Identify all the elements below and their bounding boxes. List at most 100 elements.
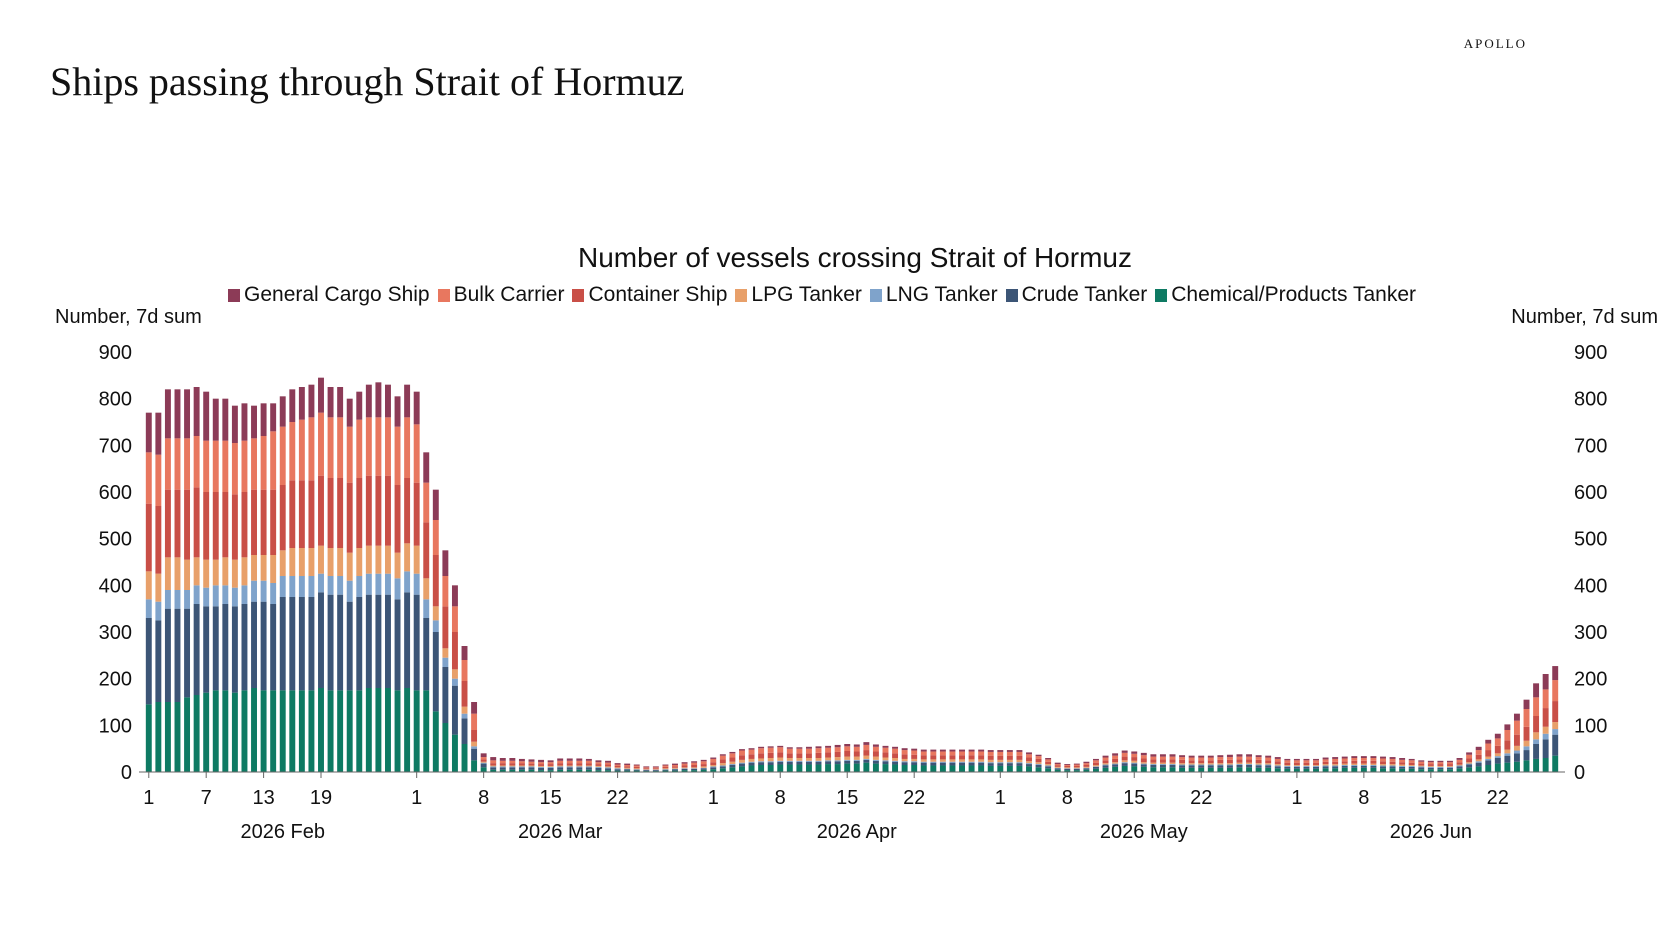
bar-segment: [451, 685, 458, 735]
bar-segment: [451, 734, 458, 772]
bar-segment: [777, 745, 784, 748]
bar-segment: [1504, 755, 1511, 763]
bar-segment: [719, 755, 726, 760]
bar-segment: [920, 759, 927, 762]
bar-segment: [1083, 765, 1090, 767]
bar-segment: [1322, 761, 1329, 765]
bar-segment: [1102, 765, 1109, 768]
x-tick-label: 8: [775, 787, 786, 809]
bar-segment: [375, 545, 382, 574]
bar-segment: [547, 767, 554, 771]
bar-segment: [308, 384, 315, 418]
bar-segment: [882, 757, 889, 761]
bar-segment: [251, 601, 257, 688]
bar-segment: [1542, 739, 1549, 758]
bar-segment: [1207, 767, 1214, 772]
bar-segment: [1284, 758, 1291, 761]
x-tick-label: 22: [606, 787, 628, 809]
bar-segment: [1513, 761, 1520, 772]
bar-segment: [145, 452, 152, 504]
bar-segment: [1255, 765, 1262, 768]
bar-segment: [1408, 765, 1415, 767]
y-tick-label-left: 900: [99, 342, 132, 364]
bar-segment: [461, 744, 468, 772]
bar-segment: [184, 590, 191, 609]
bar-segment: [1322, 764, 1329, 766]
bar-segment: [719, 768, 726, 772]
bar-segment: [241, 492, 248, 558]
bar-segment: [480, 767, 487, 772]
bar-segment: [968, 765, 975, 772]
bar-segment: [834, 757, 841, 761]
bar-segment: [872, 763, 879, 772]
bar-segment: [595, 770, 602, 772]
bar-segment: [1159, 756, 1166, 760]
bar-segment: [528, 769, 535, 772]
x-tick-label: 8: [1358, 787, 1369, 809]
bar-segment: [595, 766, 602, 768]
bar-segment: [939, 762, 946, 766]
bar-segment: [786, 764, 793, 772]
bar-segment: [1322, 766, 1329, 769]
bar-segment: [1552, 666, 1559, 681]
bar-segment: [930, 762, 937, 766]
bar-segment: [805, 761, 812, 765]
bar-segment: [901, 750, 908, 755]
bar-segment: [251, 489, 257, 555]
bar-segment: [987, 759, 994, 763]
bar-segment: [844, 763, 851, 772]
bar-segment: [1552, 680, 1559, 702]
bar-segment: [241, 585, 248, 604]
bar-segment: [1533, 744, 1540, 759]
bar-segment: [480, 759, 487, 762]
bar-segment: [394, 426, 401, 485]
bar-segment: [739, 750, 745, 756]
bar-segment: [270, 604, 277, 691]
legend-label: Chemical/Products Tanker: [1171, 283, 1416, 306]
bar-segment: [911, 765, 918, 772]
bar-segment: [547, 770, 554, 772]
bar-segment: [1188, 755, 1195, 758]
bar-segment: [1246, 759, 1253, 763]
bar-segment: [1437, 767, 1444, 770]
bar-segment: [375, 573, 382, 595]
bar-segment: [337, 548, 344, 576]
bar-segment: [528, 765, 535, 767]
bar-segment: [356, 576, 363, 597]
bar-segment: [1035, 762, 1042, 765]
bar-segment: [1504, 724, 1511, 730]
bar-segment: [1246, 754, 1253, 757]
bar-segment: [672, 765, 678, 767]
bar-segment: [1045, 759, 1052, 762]
bar-segment: [155, 573, 162, 602]
bar-segment: [691, 762, 698, 765]
bar-segment: [959, 761, 965, 763]
bar-segment: [758, 761, 765, 763]
bar-segment: [423, 482, 430, 523]
bar-segment: [576, 766, 583, 768]
bar-segment: [1054, 765, 1061, 767]
bar-segment: [1370, 760, 1377, 764]
bar-segment: [413, 545, 420, 574]
bar-segment: [786, 758, 793, 761]
bar-segment: [1169, 759, 1176, 763]
bar-segment: [337, 478, 344, 548]
bar-segment: [1542, 708, 1549, 727]
bar-segment: [1265, 767, 1272, 772]
bar-segment: [1293, 758, 1300, 761]
bar-segment: [1466, 758, 1473, 763]
bar-segment: [394, 578, 401, 600]
legend-item: Bulk Carrier: [437, 283, 564, 307]
bar-segment: [853, 756, 860, 760]
bar-segment: [1006, 751, 1013, 756]
legend-label: Container Ship: [588, 283, 728, 306]
bar-segment: [1150, 759, 1157, 763]
bar-segment: [1284, 765, 1291, 767]
bar-segment: [270, 690, 277, 772]
bar-segment: [901, 762, 908, 765]
bar-segment: [930, 749, 937, 752]
bar-segment: [1523, 699, 1530, 709]
bar-segment: [279, 597, 286, 691]
bar-segment: [949, 761, 956, 763]
bar-segment: [184, 697, 191, 772]
